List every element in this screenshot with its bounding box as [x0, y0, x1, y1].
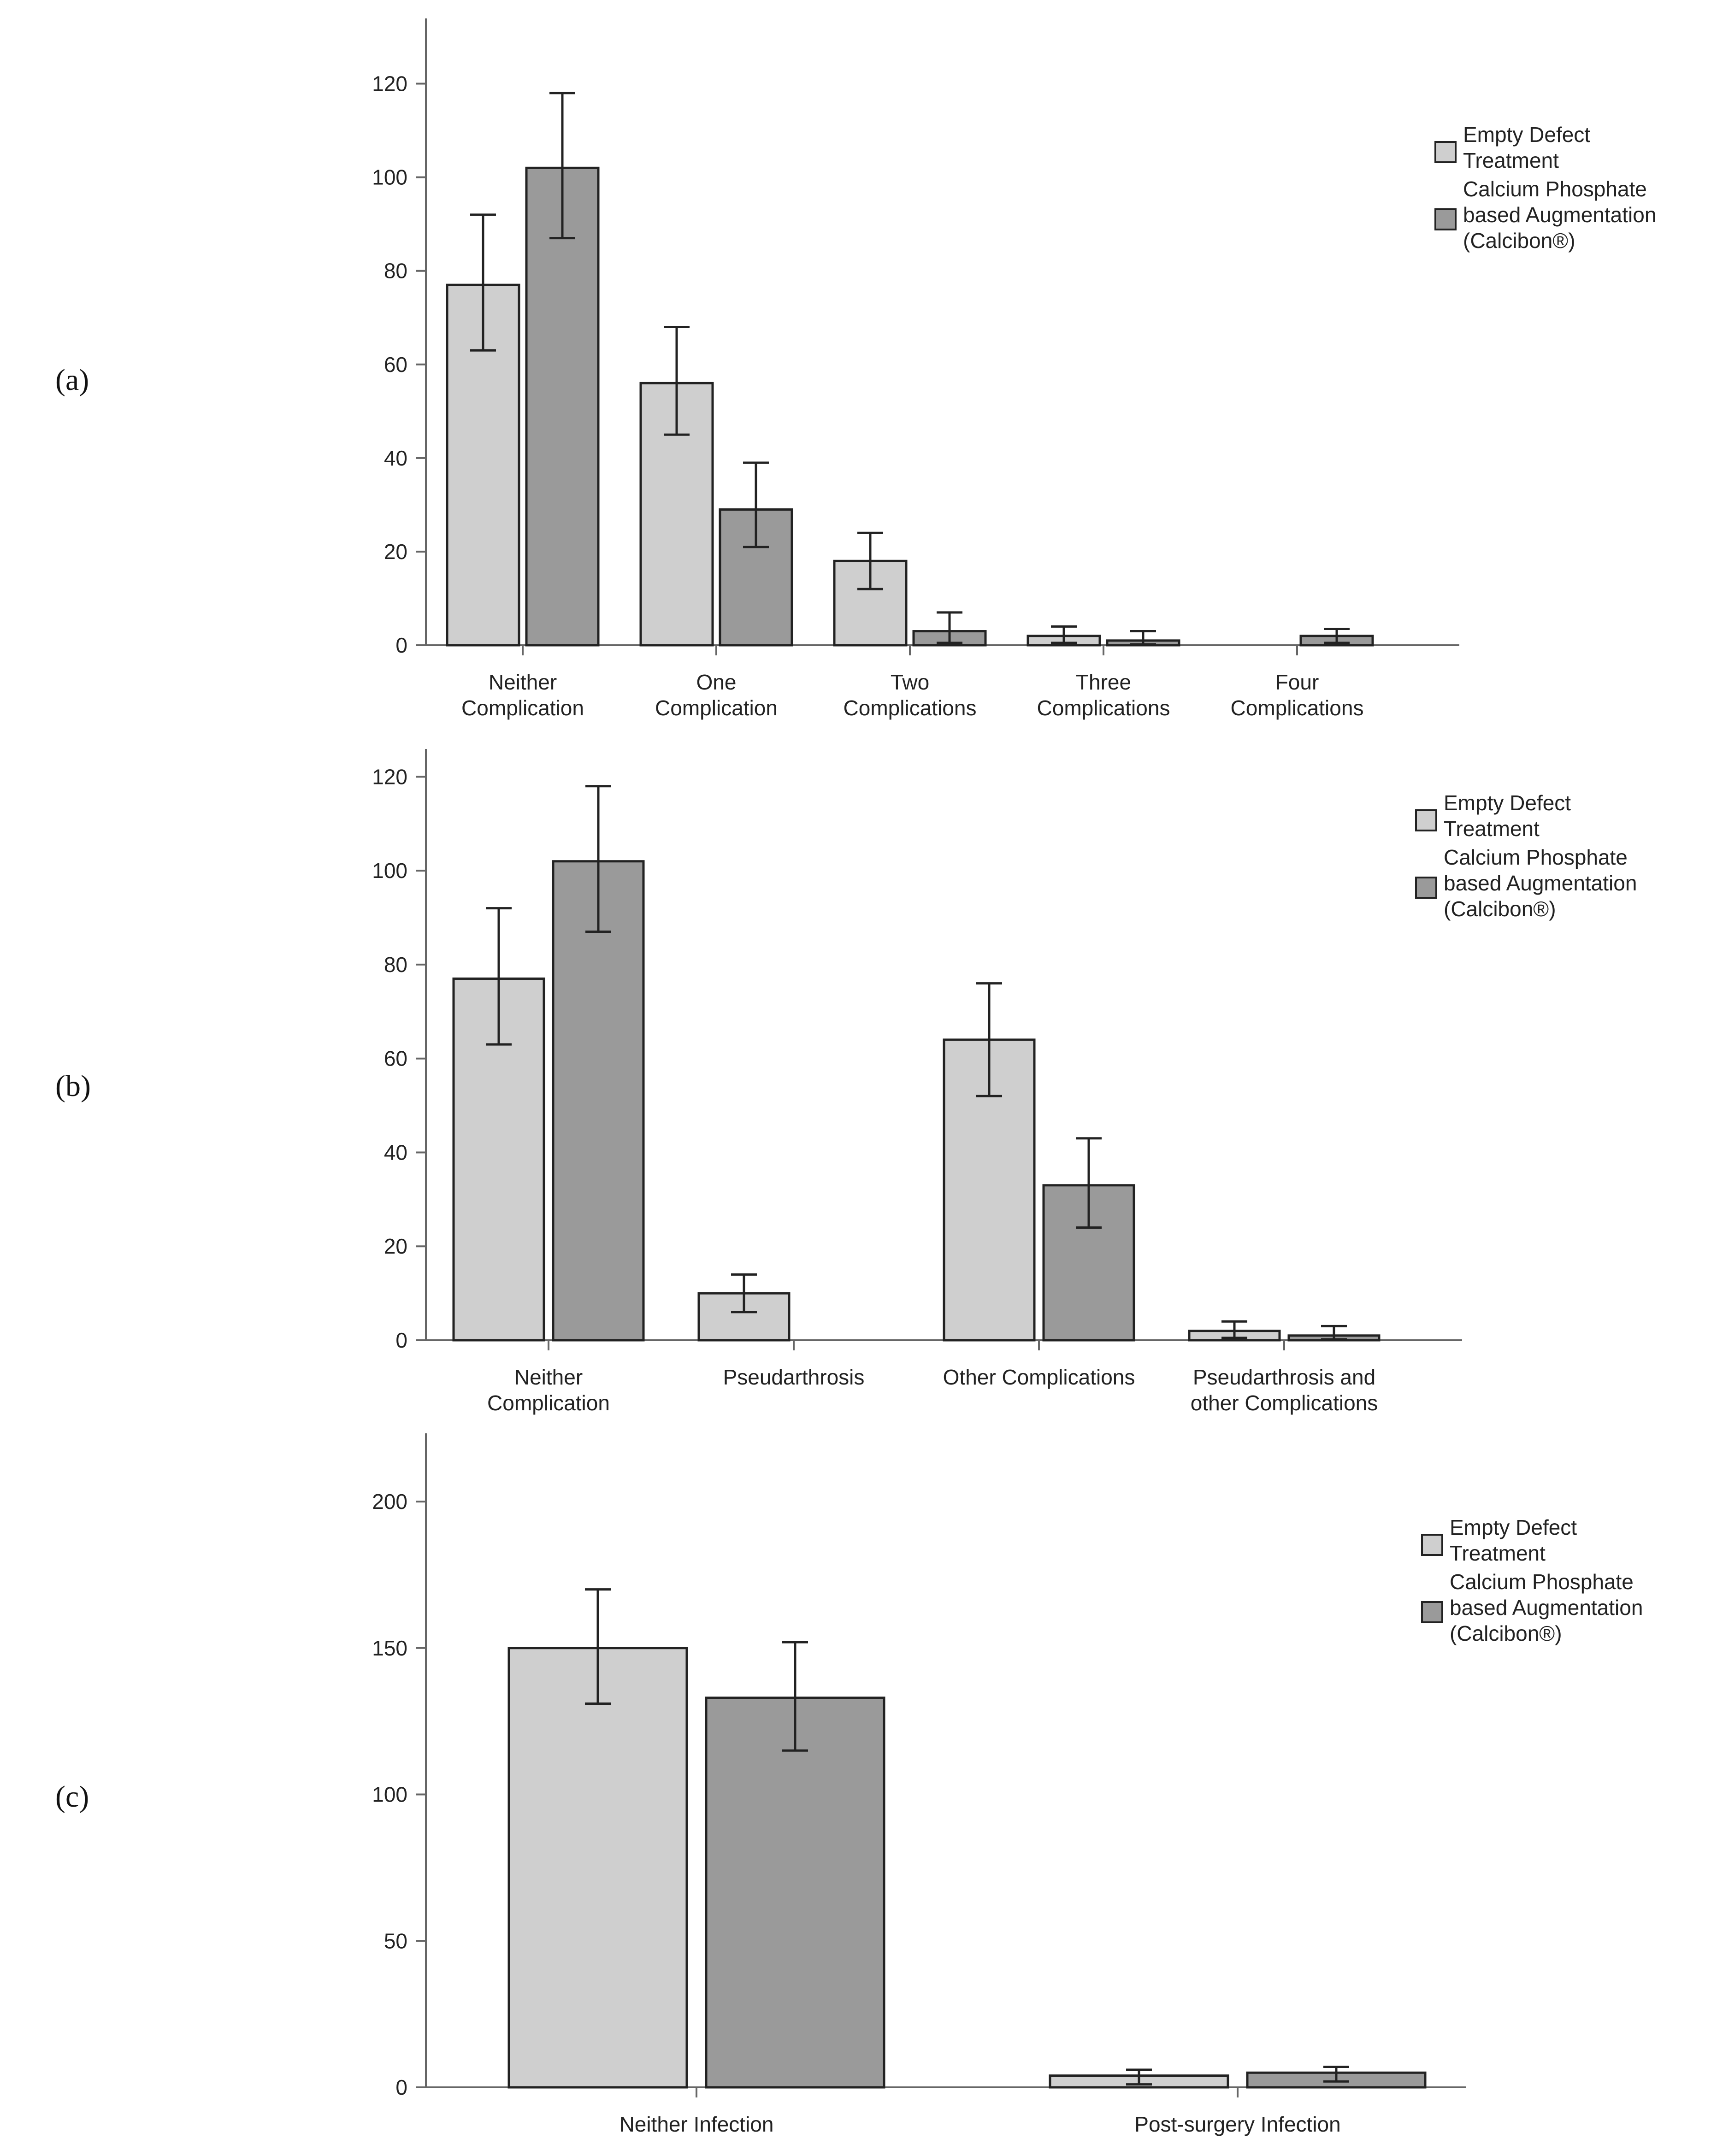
y-tick-label: 40 [384, 1140, 407, 1164]
y-tick-label: 200 [372, 1490, 407, 1514]
y-tick-label: 80 [384, 259, 407, 283]
x-category-label: Neither Infection [620, 2112, 774, 2136]
legend-label-line: (Calcibon®) [1450, 1621, 1562, 1645]
legend-label-line: based Augmentation [1444, 871, 1637, 895]
y-tick-label: 0 [395, 2075, 407, 2099]
x-category-label-line: Three [1076, 670, 1131, 694]
bar-empty-defect [507, 1647, 688, 2089]
legend-label-calcibon: Calcium Phosphate based Augmentation (Calc… [1450, 1570, 1643, 1645]
bar-calcibon [525, 166, 600, 647]
x-category-label-line: Neither Infection [620, 2112, 774, 2136]
x-category-label-line: Pseudarthrosis and [1193, 1365, 1375, 1389]
legend-label-line: Treatment [1463, 148, 1559, 172]
legend-label-line: based Augmentation [1450, 1596, 1643, 1620]
bar-calcibon [552, 860, 645, 1342]
legend-label-line: Treatment [1450, 1541, 1546, 1565]
legend-label-empty-defect: Empty Defect Treatment [1444, 791, 1571, 841]
legend-swatch-calcibon [1434, 208, 1457, 230]
x-category-label: Neither Complication [487, 1365, 610, 1415]
chart-panel-3: (c) 0 50 100 150 200 Neither Infection Post-sur… [55, 1433, 1643, 2136]
legend-label-line: (Calcibon®) [1463, 229, 1575, 253]
legend-label-line: Empty Defect [1444, 791, 1571, 815]
y-tick-label: 100 [372, 165, 407, 189]
x-category-label: Two Complications [844, 670, 977, 720]
x-category-label-line: Pseudarthrosis [723, 1365, 865, 1389]
legend-swatch-calcibon [1415, 877, 1437, 899]
x-category-label-line: Complication [487, 1391, 610, 1415]
x-category-label-line: Complications [844, 696, 977, 720]
x-category-label-line: Two [891, 670, 929, 694]
legend: Empty Defect Treatment Calcium Phosphate ba… [1434, 123, 1656, 253]
bar-calcibon [705, 1697, 885, 2089]
y-tick-label: 80 [384, 953, 407, 977]
x-category-label-line: Neither [489, 670, 557, 694]
legend-label-line: Calcium Phosphate [1450, 1570, 1634, 1594]
x-category-label-line: Complication [461, 696, 584, 720]
x-category-label-line: other Complications [1191, 1391, 1378, 1415]
legend-swatch-empty-defect [1434, 141, 1457, 163]
x-category-label-line: Complications [1231, 696, 1364, 720]
y-tick-label: 50 [384, 1929, 407, 1953]
x-category-label-line: Other Complications [943, 1365, 1135, 1389]
x-category-label-line: Post-surgery Infection [1134, 2112, 1340, 2136]
x-category-label-line: Neither [514, 1365, 583, 1389]
x-category-label-line: Complication [655, 696, 778, 720]
legend-swatch-empty-defect [1421, 1534, 1443, 1556]
legend-label-line: Empty Defect [1463, 123, 1590, 147]
x-category-label: Pseudarthrosis [723, 1365, 865, 1389]
chart-panel-2: (b) 0 20 40 60 80 100 120 Neither Complication Pse… [55, 749, 1637, 1415]
y-tick-label: 100 [372, 859, 407, 883]
legend-label-empty-defect: Empty Defect Treatment [1463, 123, 1590, 172]
legend-swatch-calcibon [1421, 1601, 1443, 1623]
panel-label: (b) [55, 1069, 91, 1103]
y-tick-label: 20 [384, 1234, 407, 1258]
panel-label: (a) [55, 363, 89, 397]
x-category-label-line: Complications [1037, 696, 1170, 720]
legend-label-empty-defect: Empty Defect Treatment [1450, 1515, 1577, 1565]
x-category-label: Four Complications [1231, 670, 1364, 720]
y-tick-label: 100 [372, 1783, 407, 1807]
y-tick-label: 150 [372, 1636, 407, 1660]
legend-label-line: Treatment [1444, 817, 1540, 841]
x-category-label: Neither Complication [461, 670, 584, 720]
bar-empty-defect [639, 382, 714, 647]
panel-label: (c) [55, 1780, 89, 1814]
y-tick-label: 40 [384, 446, 407, 470]
y-tick-label: 0 [395, 1328, 407, 1352]
y-tick-label: 0 [395, 633, 407, 657]
y-tick-label: 120 [372, 72, 407, 96]
y-tick-label: 60 [384, 353, 407, 377]
legend-label-line: Calcium Phosphate [1444, 845, 1628, 869]
x-category-label: Three Complications [1037, 670, 1170, 720]
x-category-label-line: Four [1275, 670, 1319, 694]
legend-label-line: Empty Defect [1450, 1515, 1577, 1539]
y-tick-label: 20 [384, 540, 407, 564]
legend-label-line: based Augmentation [1463, 203, 1656, 227]
y-tick-label: 60 [384, 1047, 407, 1071]
y-tick-label: 120 [372, 765, 407, 789]
legend-label-calcibon: Calcium Phosphate based Augmentation (Calc… [1463, 177, 1656, 253]
x-category-label: Other Complications [943, 1365, 1135, 1389]
legend-label-line: Calcium Phosphate [1463, 177, 1647, 201]
legend-label-calcibon: Calcium Phosphate based Augmentation (Calc… [1444, 845, 1637, 921]
x-category-label: One Complication [655, 670, 778, 720]
legend-label-line: (Calcibon®) [1444, 897, 1556, 921]
x-category-label: Post-surgery Infection [1134, 2112, 1340, 2136]
legend-swatch-empty-defect [1415, 809, 1437, 831]
x-category-label-line: One [696, 670, 737, 694]
x-category-label: Pseudarthrosis and other Complications [1191, 1365, 1378, 1415]
